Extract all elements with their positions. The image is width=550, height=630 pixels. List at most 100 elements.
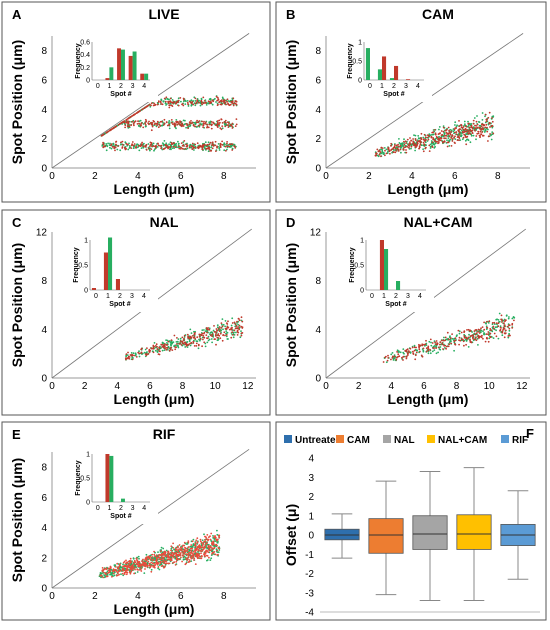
data-point <box>148 103 151 106</box>
inset-x-tick: 0 <box>94 293 98 300</box>
data-point <box>445 134 448 137</box>
data-point <box>409 347 412 350</box>
data-point <box>497 325 500 328</box>
data-point <box>127 120 130 123</box>
data-point <box>202 144 204 146</box>
data-point <box>201 120 204 123</box>
data-point <box>423 139 426 142</box>
data-point <box>155 556 158 559</box>
data-point <box>465 336 468 339</box>
inset-bar <box>105 78 110 80</box>
data-point <box>164 551 167 554</box>
data-point <box>170 121 173 124</box>
data-point <box>184 119 186 122</box>
data-point <box>446 133 448 135</box>
y-tick-label: 12 <box>310 228 322 239</box>
data-point <box>438 348 441 350</box>
data-point <box>458 330 461 333</box>
data-point <box>378 149 381 152</box>
y-tick-label: 4 <box>315 325 321 336</box>
data-point <box>177 548 180 551</box>
data-point <box>187 127 190 130</box>
data-point <box>125 118 128 121</box>
data-point <box>396 351 398 353</box>
data-point <box>481 326 484 328</box>
data-point <box>447 345 450 348</box>
data-point <box>454 142 456 145</box>
data-point <box>226 148 228 151</box>
data-point <box>229 103 232 106</box>
data-point <box>402 351 405 354</box>
data-point <box>234 147 237 149</box>
data-point <box>165 562 167 565</box>
y-tick-label: 2 <box>41 134 47 145</box>
data-point <box>134 566 137 569</box>
data-point <box>150 102 153 105</box>
data-point <box>474 127 477 129</box>
data-point <box>178 343 181 345</box>
data-point <box>172 547 175 549</box>
data-point <box>481 334 483 337</box>
data-point <box>182 544 185 547</box>
data-point <box>422 148 424 151</box>
data-point <box>132 563 135 566</box>
data-point <box>440 130 443 132</box>
data-point <box>129 116 132 118</box>
data-point <box>492 337 495 339</box>
data-point <box>207 551 210 554</box>
data-point <box>188 100 191 103</box>
data-point <box>495 322 498 325</box>
data-point <box>474 124 476 127</box>
data-point <box>433 349 436 351</box>
data-point <box>419 350 421 353</box>
data-point <box>193 144 195 147</box>
data-point <box>120 122 122 125</box>
data-point <box>435 340 438 342</box>
data-point <box>393 355 396 358</box>
x-tick-label: 10 <box>210 381 222 392</box>
data-point <box>163 123 165 126</box>
data-point <box>172 123 174 125</box>
inset-x-tick: 3 <box>130 293 134 300</box>
data-point <box>432 347 435 349</box>
data-point <box>407 350 410 352</box>
data-point <box>201 336 204 339</box>
inset-x-label: Spot # <box>385 301 406 308</box>
data-point <box>155 343 158 346</box>
data-point <box>470 126 472 129</box>
data-point <box>220 327 223 329</box>
data-point <box>460 129 463 132</box>
data-point <box>156 348 159 351</box>
data-point <box>134 354 137 357</box>
inset-x-label: Spot # <box>109 301 130 308</box>
data-point <box>450 145 453 147</box>
data-point <box>484 113 487 116</box>
data-point <box>159 101 162 104</box>
data-point <box>422 350 425 353</box>
data-point <box>152 142 155 145</box>
data-point <box>432 133 434 136</box>
data-point <box>431 342 434 344</box>
inset-y-label: Frequency <box>75 460 82 496</box>
data-point <box>163 140 166 142</box>
data-point <box>156 350 159 353</box>
data-point <box>201 555 203 558</box>
data-point <box>230 324 233 327</box>
data-point <box>131 143 134 146</box>
data-point <box>211 335 214 338</box>
data-point <box>169 553 172 556</box>
data-point <box>450 129 453 132</box>
data-point <box>215 95 218 98</box>
data-point <box>233 329 236 332</box>
data-point <box>140 147 143 150</box>
data-point <box>180 344 183 346</box>
data-point <box>238 328 241 331</box>
data-point <box>444 336 447 339</box>
data-point <box>116 562 119 565</box>
data-point <box>395 150 398 152</box>
data-point <box>174 564 177 566</box>
data-point <box>157 556 160 558</box>
inset-bar <box>115 279 120 290</box>
data-point <box>130 124 133 127</box>
